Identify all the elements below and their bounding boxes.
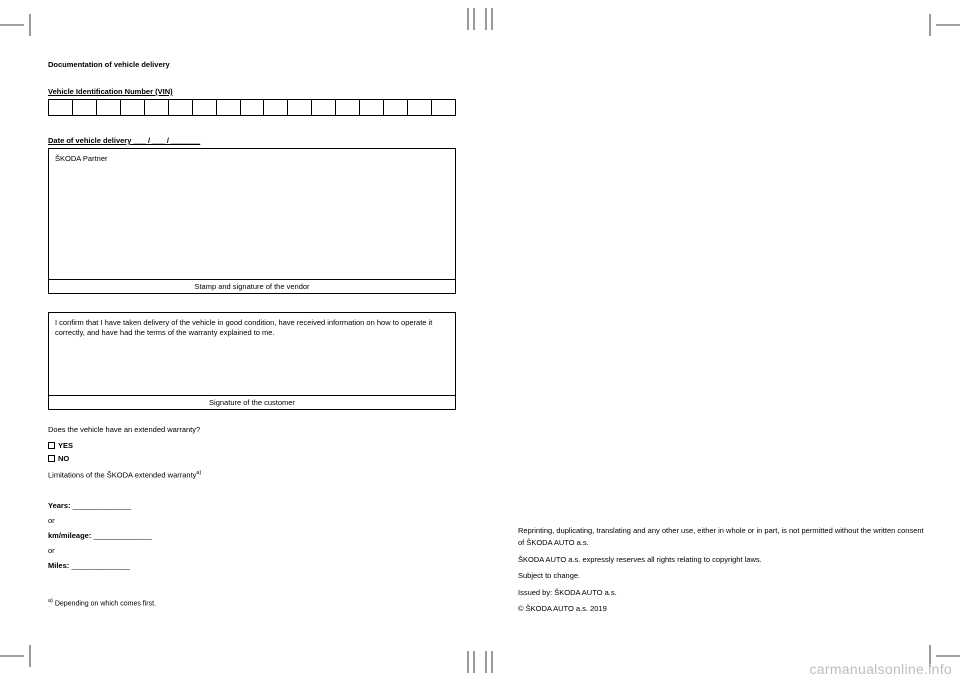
vin-cell (145, 100, 169, 115)
copyright-line: Subject to change. (518, 570, 926, 582)
vin-cell (217, 100, 241, 115)
copyright-line: Issued by: ŠKODA AUTO a.s. (518, 587, 926, 599)
copyright-line: ŠKODA AUTO a.s. expressly reserves all r… (518, 554, 926, 566)
miles-field: Miles: ______________ (48, 561, 456, 570)
right-page: Reprinting, duplicating, translating and… (518, 60, 926, 620)
delivery-date-label: Date of vehicle delivery ___ / ___ / ___… (48, 136, 456, 145)
vin-cell (264, 100, 288, 115)
vin-cell (312, 100, 336, 115)
partner-box-body: ŠKODA Partner (49, 149, 455, 279)
or-2: or (48, 546, 456, 555)
limitations-line: Limitations of the ŠKODA extended warran… (48, 469, 456, 481)
vin-cell (432, 100, 455, 115)
vin-cell (384, 100, 408, 115)
vin-cell (169, 100, 193, 115)
vin-cell (336, 100, 360, 115)
km-field: km/mileage: ______________ (48, 531, 456, 540)
vin-cell (193, 100, 217, 115)
copyright-block: Reprinting, duplicating, translating and… (518, 525, 926, 620)
vin-cell (241, 100, 265, 115)
vin-cell (360, 100, 384, 115)
vin-cell (408, 100, 432, 115)
partner-box-footer: Stamp and signature of the vendor (49, 279, 455, 293)
doc-title: Documentation of vehicle delivery (48, 60, 456, 69)
vin-grid (48, 99, 456, 116)
years-field: Years: ______________ (48, 501, 456, 510)
vin-cell (49, 100, 73, 115)
copyright-line: Reprinting, duplicating, translating and… (518, 525, 926, 548)
vin-cell (97, 100, 121, 115)
customer-box-footer: Signature of the customer (49, 395, 455, 409)
customer-box-body: I confirm that I have taken delivery of … (49, 313, 455, 395)
vin-cell (121, 100, 145, 115)
or-1: or (48, 516, 456, 525)
checkbox-icon (48, 455, 55, 462)
footnote: a) Depending on which comes first. (48, 598, 456, 607)
customer-box: I confirm that I have taken delivery of … (48, 312, 456, 410)
vin-cell (73, 100, 97, 115)
option-no: NO (48, 454, 456, 463)
copyright-line: © ŠKODA AUTO a.s. 2019 (518, 603, 926, 615)
partner-box: ŠKODA Partner Stamp and signature of the… (48, 148, 456, 294)
option-yes: YES (48, 441, 456, 450)
ext-warranty-question: Does the vehicle have an extended warran… (48, 424, 456, 435)
watermark: carmanualsonline.info (810, 661, 953, 677)
left-page: Documentation of vehicle delivery Vehicl… (48, 60, 456, 607)
checkbox-icon (48, 442, 55, 449)
vin-cell (288, 100, 312, 115)
vin-label: Vehicle Identification Number (VIN) (48, 87, 456, 96)
